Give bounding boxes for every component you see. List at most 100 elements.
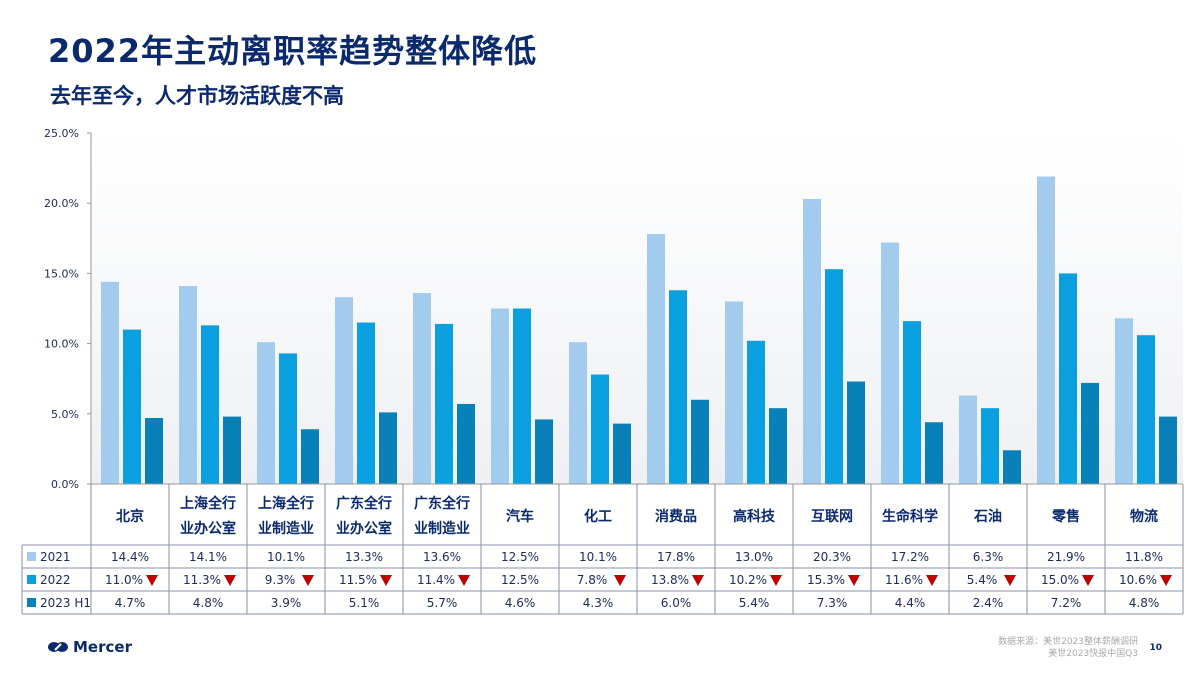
bar-2021 bbox=[101, 281, 119, 484]
down-arrow-icon bbox=[770, 575, 782, 586]
category-label: 高科技 bbox=[733, 508, 776, 525]
bar-2022 bbox=[279, 353, 297, 484]
table-value: 5.7% bbox=[427, 596, 458, 610]
bar-2021 bbox=[647, 234, 665, 484]
bar-2022 bbox=[825, 269, 843, 484]
bar-2021 bbox=[179, 286, 197, 484]
bar-2022 bbox=[669, 290, 687, 484]
table-value: 7.2% bbox=[1051, 596, 1082, 610]
category-label: 消费品 bbox=[655, 508, 697, 525]
data-source: 数据来源：美世2023整体薪酬调研 美世2023快报中国Q3 bbox=[998, 637, 1138, 659]
table-value: 9.3% bbox=[265, 573, 296, 587]
down-arrow-icon bbox=[848, 575, 860, 586]
table-value: 15.3% bbox=[807, 573, 845, 587]
bar-2021 bbox=[725, 301, 743, 484]
table-value: 11.5% bbox=[339, 573, 377, 587]
page-title: 2022年主动离职率趋势整体降低 bbox=[48, 32, 538, 70]
bar-2023h1 bbox=[535, 419, 553, 484]
down-arrow-icon bbox=[1082, 575, 1094, 586]
table-value: 17.2% bbox=[891, 550, 929, 564]
bar-2023h1 bbox=[769, 408, 787, 484]
category-label: 生命科学 bbox=[882, 508, 938, 525]
bar-2022 bbox=[1137, 335, 1155, 484]
table-value: 11.0% bbox=[105, 573, 143, 587]
y-tick-label: 5.0% bbox=[51, 408, 79, 421]
bar-2023h1 bbox=[1081, 382, 1099, 484]
table-value: 4.7% bbox=[115, 596, 146, 610]
category-label: 业办公室 bbox=[336, 520, 392, 537]
table-value: 11.6% bbox=[885, 573, 923, 587]
page-number: 10 bbox=[1149, 643, 1162, 653]
table-value: 10.6% bbox=[1119, 573, 1157, 587]
category-label: 广东全行 bbox=[336, 495, 392, 512]
table-value: 7.8% bbox=[577, 573, 608, 587]
table-value: 5.4% bbox=[739, 596, 770, 610]
table-value: 10.1% bbox=[267, 550, 305, 564]
table-value: 11.4% bbox=[417, 573, 455, 587]
category-label: 上海全行 bbox=[180, 495, 236, 512]
y-tick-label: 10.0% bbox=[44, 338, 79, 351]
legend-label: 2023 H1 bbox=[40, 596, 91, 610]
table-value: 21.9% bbox=[1047, 550, 1085, 564]
bar-2022 bbox=[981, 408, 999, 484]
page-subtitle: 去年至今，人才市场活跃度不高 bbox=[50, 84, 344, 108]
category-label: 零售 bbox=[1051, 508, 1080, 525]
down-arrow-icon bbox=[1004, 575, 1016, 586]
bar-2022 bbox=[201, 325, 219, 484]
bar-2023h1 bbox=[691, 399, 709, 484]
bar-2023h1 bbox=[301, 429, 319, 484]
bar-2022 bbox=[591, 374, 609, 484]
y-tick-label: 0.0% bbox=[51, 478, 79, 491]
table-value: 6.3% bbox=[973, 550, 1004, 564]
category-label: 北京 bbox=[116, 508, 144, 525]
bar-2023h1 bbox=[1003, 450, 1021, 484]
bar-2022 bbox=[123, 329, 141, 484]
down-arrow-icon bbox=[146, 575, 158, 586]
legend-swatch-2 bbox=[27, 598, 36, 607]
bar-2021 bbox=[491, 308, 509, 484]
category-label: 业制造业 bbox=[258, 520, 314, 537]
bar-2021 bbox=[413, 293, 431, 484]
down-arrow-icon bbox=[692, 575, 704, 586]
bar-2021 bbox=[335, 297, 353, 484]
table-value: 11.3% bbox=[183, 573, 221, 587]
bar-2022 bbox=[357, 322, 375, 484]
table-value: 10.1% bbox=[579, 550, 617, 564]
table-value: 4.3% bbox=[583, 596, 614, 610]
bar-2021 bbox=[1037, 176, 1055, 485]
bar-2021 bbox=[881, 242, 899, 484]
table-value: 20.3% bbox=[813, 550, 851, 564]
table-value: 12.5% bbox=[501, 573, 539, 587]
table-value: 17.8% bbox=[657, 550, 695, 564]
category-label: 广东全行 bbox=[414, 495, 470, 512]
bar-2023h1 bbox=[145, 418, 163, 484]
table-value: 5.1% bbox=[349, 596, 380, 610]
bar-2021 bbox=[959, 395, 977, 484]
table-value: 12.5% bbox=[501, 550, 539, 564]
bar-2023h1 bbox=[379, 412, 397, 484]
table-value: 2.4% bbox=[973, 596, 1004, 610]
table-value: 6.0% bbox=[661, 596, 692, 610]
bar-2023h1 bbox=[847, 381, 865, 484]
bar-2023h1 bbox=[1159, 416, 1177, 484]
table-value: 13.6% bbox=[423, 550, 461, 564]
bar-2022 bbox=[513, 308, 531, 484]
down-arrow-icon bbox=[380, 575, 392, 586]
table-value: 10.2% bbox=[729, 573, 767, 587]
table-value: 13.0% bbox=[735, 550, 773, 564]
legend-swatch-1 bbox=[27, 575, 36, 584]
mercer-logo-icon bbox=[48, 642, 68, 652]
table-value: 14.4% bbox=[111, 550, 149, 564]
table-value: 4.6% bbox=[505, 596, 536, 610]
table-value: 15.0% bbox=[1041, 573, 1079, 587]
plot-background bbox=[91, 133, 1183, 484]
down-arrow-icon bbox=[926, 575, 938, 586]
bar-2023h1 bbox=[223, 416, 241, 484]
bar-2021 bbox=[803, 198, 821, 484]
bar-2022 bbox=[903, 321, 921, 484]
table-value: 5.4% bbox=[967, 573, 998, 587]
table-value: 4.8% bbox=[193, 596, 224, 610]
category-label: 石油 bbox=[973, 508, 1002, 525]
category-label: 业制造业 bbox=[414, 520, 470, 537]
